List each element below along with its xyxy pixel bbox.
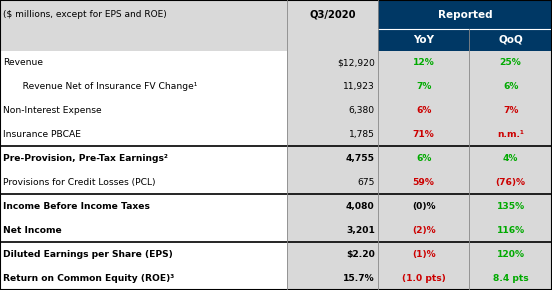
Text: $2.20: $2.20 [346,250,375,259]
Text: 3,201: 3,201 [346,226,375,235]
Text: 15.7%: 15.7% [343,273,375,282]
Bar [0,122,287,146]
Bar [287,218,378,242]
Bar [378,29,469,51]
Bar [469,146,552,170]
Bar [378,194,469,218]
Bar [469,242,552,266]
Text: Net Income: Net Income [3,226,62,235]
Bar [378,51,469,75]
Text: 7%: 7% [416,82,431,91]
Text: 12%: 12% [413,58,434,67]
Bar [287,146,378,170]
Text: 6%: 6% [503,82,518,91]
Text: 59%: 59% [413,178,434,187]
Text: Non-Interest Expense: Non-Interest Expense [3,106,102,115]
Bar [469,51,552,75]
Bar [469,99,552,122]
Bar [287,194,378,218]
Text: 4%: 4% [503,154,518,163]
Bar [378,146,469,170]
Text: Q3/2020: Q3/2020 [309,10,356,19]
Text: (2)%: (2)% [412,226,436,235]
Text: Insurance PBCAE: Insurance PBCAE [3,130,81,139]
Bar [0,218,287,242]
Bar [287,75,378,99]
Text: (76)%: (76)% [496,178,526,187]
Bar [0,75,287,99]
Bar [0,194,287,218]
Text: 675: 675 [358,178,375,187]
Bar [0,99,287,122]
Bar [378,171,469,194]
Text: (0)%: (0)% [412,202,436,211]
Text: Revenue Net of Insurance FV Change¹: Revenue Net of Insurance FV Change¹ [14,82,197,91]
Bar [378,266,469,290]
Text: 4,080: 4,080 [346,202,375,211]
Text: 8.4 pts: 8.4 pts [493,273,528,282]
Text: 71%: 71% [413,130,434,139]
Text: 6%: 6% [416,106,431,115]
Bar [0,171,287,194]
Text: 1,785: 1,785 [349,130,375,139]
Text: 4,755: 4,755 [346,154,375,163]
Text: Income Before Income Taxes: Income Before Income Taxes [3,202,150,211]
Bar [287,171,378,194]
Text: (1)%: (1)% [412,250,436,259]
Bar [287,0,378,29]
Bar [469,266,552,290]
Bar [469,122,552,146]
Text: Reported: Reported [438,10,492,19]
Bar [378,99,469,122]
Bar [0,29,287,51]
Bar [0,146,287,170]
Bar [378,75,469,99]
Text: 6,380: 6,380 [349,106,375,115]
Bar [0,242,287,266]
Bar [287,266,378,290]
Bar [378,122,469,146]
Bar [469,29,552,51]
Text: n.m.¹: n.m.¹ [497,130,524,139]
Text: 11,923: 11,923 [343,82,375,91]
Bar [378,242,469,266]
Text: QoQ: QoQ [498,35,523,45]
Text: 25%: 25% [500,58,522,67]
Bar [378,218,469,242]
Bar [287,29,378,51]
Text: $12,920: $12,920 [337,58,375,67]
Text: 116%: 116% [497,226,524,235]
Text: Pre-Provision, Pre-Tax Earnings²: Pre-Provision, Pre-Tax Earnings² [3,154,168,163]
Text: ($ millions, except for EPS and ROE): ($ millions, except for EPS and ROE) [3,10,167,19]
Text: Revenue: Revenue [3,58,43,67]
Bar [0,51,287,75]
Bar [469,194,552,218]
Bar [469,75,552,99]
Bar [287,51,378,75]
Bar [0,266,287,290]
Bar [287,99,378,122]
Bar [287,242,378,266]
Text: YoY: YoY [413,35,434,45]
Bar [0,0,287,29]
Bar [287,122,378,146]
Bar [469,218,552,242]
Text: 6%: 6% [416,154,431,163]
Text: Return on Common Equity (ROE)³: Return on Common Equity (ROE)³ [3,273,174,282]
Text: Diluted Earnings per Share (EPS): Diluted Earnings per Share (EPS) [3,250,173,259]
Text: 120%: 120% [497,250,524,259]
Text: Provisions for Credit Losses (PCL): Provisions for Credit Losses (PCL) [3,178,156,187]
Bar [469,171,552,194]
Bar [378,0,552,29]
Text: (1.0 pts): (1.0 pts) [402,273,445,282]
Text: 135%: 135% [497,202,524,211]
Text: 7%: 7% [503,106,518,115]
